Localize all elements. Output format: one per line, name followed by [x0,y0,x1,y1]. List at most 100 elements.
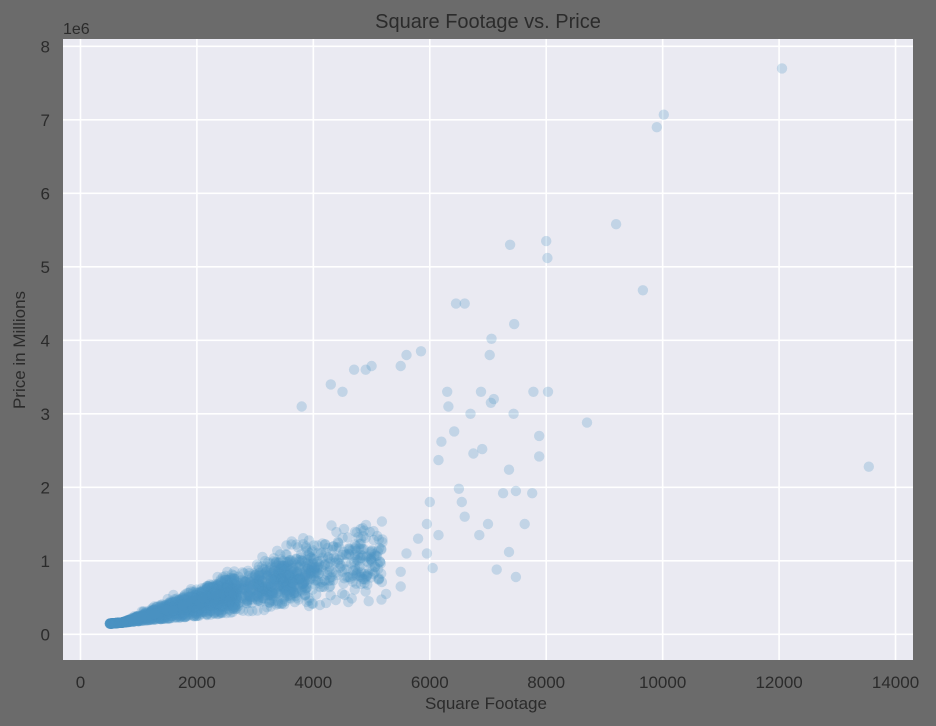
data-point [468,448,479,459]
data-point [120,616,131,627]
data-point [124,616,136,627]
data-point [427,562,438,574]
data-point [351,554,362,566]
data-point [284,592,296,603]
data-point [220,580,232,592]
data-point [139,611,151,622]
data-point [509,318,520,330]
data-point [116,617,127,628]
data-point [257,592,268,604]
data-point [262,586,273,597]
data-point [118,617,129,628]
data-point [188,601,199,613]
data-point [190,604,201,615]
data-point [180,604,192,615]
data-point [136,610,147,622]
data-point [215,607,226,618]
data-point [159,608,170,619]
data-point [131,611,142,623]
data-point [240,580,252,591]
data-point [218,590,229,602]
data-point [148,607,160,618]
data-point [197,597,208,609]
data-point [133,615,145,627]
data-point [272,588,284,599]
data-point [181,602,193,613]
data-point [183,596,194,607]
data-point [135,612,146,623]
data-point [262,569,274,580]
data-point [110,617,121,629]
data-point [302,557,313,569]
data-point [151,605,162,616]
data-point [165,597,176,609]
data-point [261,570,272,581]
data-point [129,612,140,624]
data-point [236,580,247,591]
data-point [153,609,164,620]
data-point [249,574,260,585]
data-point [119,616,130,627]
data-point [302,562,314,573]
data-point [376,516,388,527]
data-point [215,608,227,619]
data-point [296,578,308,590]
data-point [187,599,198,611]
data-point [140,613,151,624]
data-point [135,612,146,623]
data-point [152,601,163,612]
data-point [305,552,316,564]
data-point [268,585,279,596]
data-point [327,544,338,556]
data-point [401,548,412,559]
data-point [305,564,316,576]
data-point [159,610,170,621]
data-point [320,547,331,558]
data-point [320,597,332,609]
data-point [106,618,117,629]
data-point [305,567,316,579]
data-point [200,590,211,601]
data-point [209,598,220,610]
data-point [209,584,221,596]
data-point [190,591,202,603]
data-point [184,609,195,620]
data-point [126,614,137,625]
data-point [298,533,309,544]
data-point [244,594,256,605]
data-point [227,587,238,599]
data-point [291,574,303,586]
data-point [146,605,157,617]
data-point [159,613,170,624]
data-point [252,595,264,606]
data-point [217,598,228,610]
data-point [198,593,209,604]
data-point [119,617,130,628]
data-point [287,566,298,578]
data-point [196,597,207,608]
data-point [287,559,298,570]
data-point [178,598,189,609]
data-point [131,615,142,626]
data-point [135,614,146,626]
data-point [395,360,406,372]
data-point [198,599,209,611]
data-point [164,600,176,611]
data-point [163,604,174,615]
data-point [343,571,354,583]
data-point [176,609,188,620]
data-point [190,602,201,614]
data-point [222,590,233,601]
data-point [366,546,377,557]
data-point [125,615,136,626]
data-point [211,594,222,605]
data-point [190,595,201,607]
data-point [198,594,209,606]
data-point [114,617,125,628]
data-point [145,609,156,620]
data-point [362,568,373,579]
data-point [285,589,296,600]
data-point [215,583,226,595]
data-point [202,583,213,594]
data-point [114,617,125,628]
